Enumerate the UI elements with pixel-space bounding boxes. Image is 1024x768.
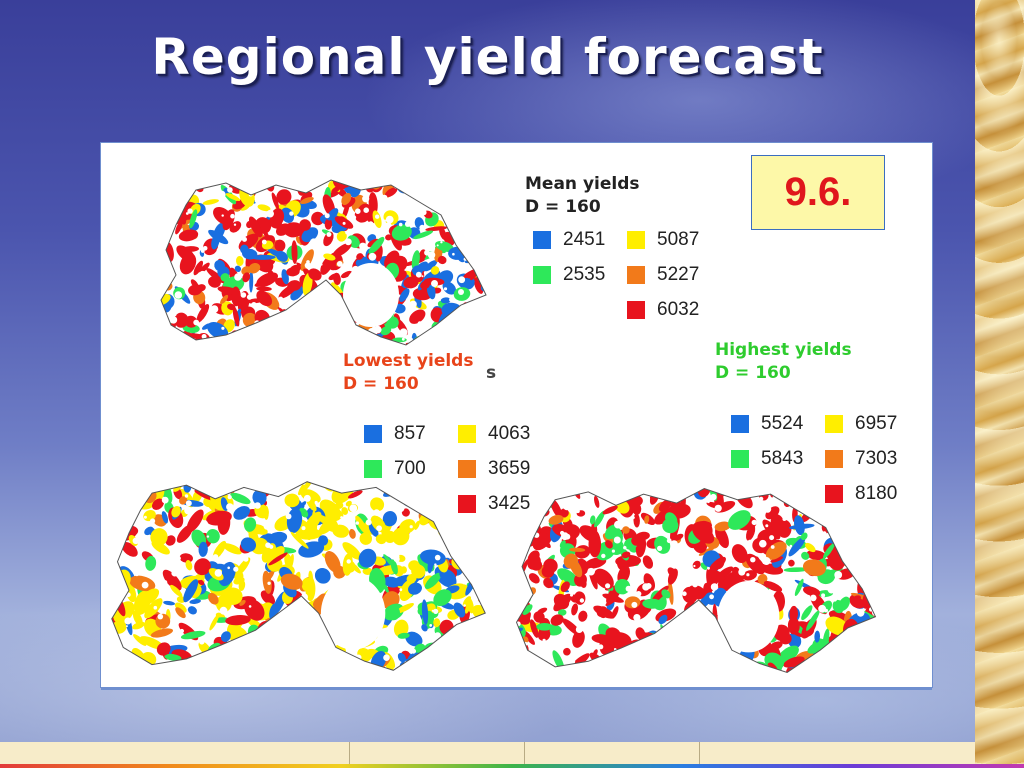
wheat-decoration — [975, 0, 1024, 768]
map-outline — [160, 179, 487, 346]
map-patches — [111, 481, 486, 671]
legend-swatch — [458, 460, 476, 478]
legend-item-lowest-yellow: 4063 — [458, 423, 530, 445]
legend-swatch — [825, 485, 843, 503]
legend-item-highest-green: 5843 — [731, 448, 803, 470]
legend-value: 5087 — [657, 229, 700, 250]
legend-title-highest-line1: Highest yields — [715, 340, 852, 360]
map-patches — [161, 180, 486, 345]
legend-item-mean-yellow: 5087 — [627, 229, 699, 251]
legend-swatch — [458, 425, 476, 443]
legend-swatch — [731, 450, 749, 468]
legend-item-lowest-red: 3425 — [458, 493, 530, 515]
legend-value: 5227 — [657, 264, 700, 285]
legend-item-mean-red: 6032 — [627, 299, 699, 321]
legend-value: 5843 — [761, 448, 804, 469]
legend-title-lowest-line2: D = 160 — [343, 374, 419, 394]
legend-value: 6032 — [657, 299, 700, 320]
legend-swatch — [627, 266, 645, 284]
map-patches — [516, 488, 876, 673]
rainbow-line — [0, 764, 1024, 768]
map-mean-yields — [160, 179, 487, 346]
footer-cell — [525, 742, 700, 764]
legend-value: 2451 — [563, 229, 606, 250]
legend-title-mean: Mean yields D = 160 — [525, 173, 640, 219]
legend-swatch — [731, 415, 749, 433]
legend-value: 4063 — [488, 423, 531, 444]
legend-title-highest: Highest yields D = 160 — [715, 339, 852, 385]
legend-value: 8180 — [855, 483, 898, 504]
legend-value: 6957 — [855, 413, 898, 434]
legend-item-lowest-green: 700 — [364, 458, 426, 480]
legend-item-highest-red: 8180 — [825, 483, 897, 505]
legend-value: 700 — [394, 458, 426, 479]
legend-title-mean-line1: Mean yields — [525, 174, 640, 194]
legend-value: 5524 — [761, 413, 804, 434]
legend-item-mean-green: 2535 — [533, 264, 605, 286]
legend-item-lowest-blue: 857 — [364, 423, 426, 445]
legend-value: 7303 — [855, 448, 898, 469]
legend-swatch — [825, 415, 843, 433]
legend-swatch — [825, 450, 843, 468]
legend-title-highest-line2: D = 160 — [715, 363, 791, 383]
legend-item-highest-blue: 5524 — [731, 413, 803, 435]
footer-cell — [0, 742, 350, 764]
legend-swatch — [533, 231, 551, 249]
map-highest-yields — [515, 488, 877, 673]
legend-swatch — [533, 266, 551, 284]
legend-title-lowest: Lowest yields D = 160 — [343, 350, 473, 396]
figure-panel: 9.6. Mean yields D = 160 2451 2535 5087 522… — [100, 142, 933, 690]
footer-strip — [0, 742, 975, 764]
legend-value: 3659 — [488, 458, 531, 479]
legend-value: 857 — [394, 423, 426, 444]
legend-swatch — [364, 425, 382, 443]
footer-cell — [350, 742, 525, 764]
legend-title-mean-line2: D = 160 — [525, 197, 601, 217]
legend-item-mean-orange: 5227 — [627, 264, 699, 286]
legend-title-lowest-line1: Lowest yields — [343, 351, 474, 371]
legend-item-mean-blue: 2451 — [533, 229, 605, 251]
legend-swatch — [458, 495, 476, 513]
map-outline — [111, 481, 486, 671]
legend-swatch — [364, 460, 382, 478]
legend-item-highest-orange: 7303 — [825, 448, 897, 470]
legend-value: 2535 — [563, 264, 606, 285]
legend-value: 3425 — [488, 493, 531, 514]
figure-label: 9.6. — [751, 155, 885, 230]
stray-glyph: s — [486, 363, 497, 383]
legend-swatch — [627, 231, 645, 249]
legend-item-highest-yellow: 6957 — [825, 413, 897, 435]
footer-cell — [700, 742, 975, 764]
slide-title: Regional yield forecast — [151, 28, 824, 86]
legend-item-lowest-orange: 3659 — [458, 458, 530, 480]
legend-swatch — [627, 301, 645, 319]
map-lowest-yields — [111, 481, 486, 671]
map-outline — [515, 488, 877, 673]
